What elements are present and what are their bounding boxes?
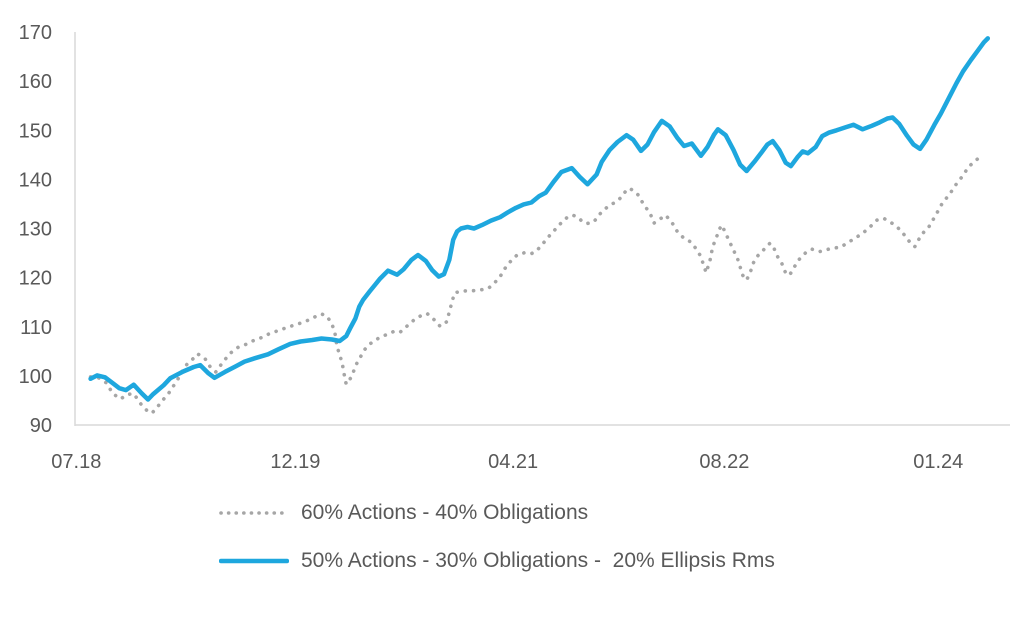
y-tick-label: 160 <box>19 71 52 93</box>
y-tick-label: 90 <box>30 415 52 437</box>
legend-sample-solid-line <box>219 558 289 564</box>
y-tick-label: 170 <box>19 22 52 44</box>
y-tick-label: 140 <box>19 169 52 191</box>
y-tick-label: 100 <box>19 366 52 388</box>
legend-item-60-40: 60% Actions - 40% Obligations <box>219 498 1018 528</box>
legend-label-50-30-20: 50% Actions - 30% Obligations - 20% Elli… <box>301 549 775 572</box>
chart-canvas: 90 100 110 120 130 140 150 160 170 07.18 12.19 04.2… <box>19 22 1010 473</box>
x-tick-label: 07.18 <box>51 451 101 473</box>
y-tick-label: 150 <box>19 120 52 142</box>
legend-label-60-40: 60% Actions - 40% Obligations <box>301 501 589 524</box>
x-tick-label: 01.24 <box>913 451 963 473</box>
x-tick-label: 08.22 <box>699 451 749 473</box>
y-tick-label: 110 <box>20 317 52 339</box>
y-tick-label: 130 <box>19 219 52 241</box>
legend-sample-dotted-line <box>219 511 289 515</box>
x-tick-label: 04.21 <box>488 451 538 473</box>
x-tick-label: 12.19 <box>270 451 320 473</box>
y-tick-label: 120 <box>19 268 52 290</box>
legend: 60% Actions - 40% Obligations 50% Action… <box>219 498 1018 576</box>
series-line-0 <box>88 154 984 416</box>
series-line-1 <box>88 36 991 402</box>
legend-item-50-30-20: 50% Actions - 30% Obligations - 20% Elli… <box>219 546 1018 576</box>
